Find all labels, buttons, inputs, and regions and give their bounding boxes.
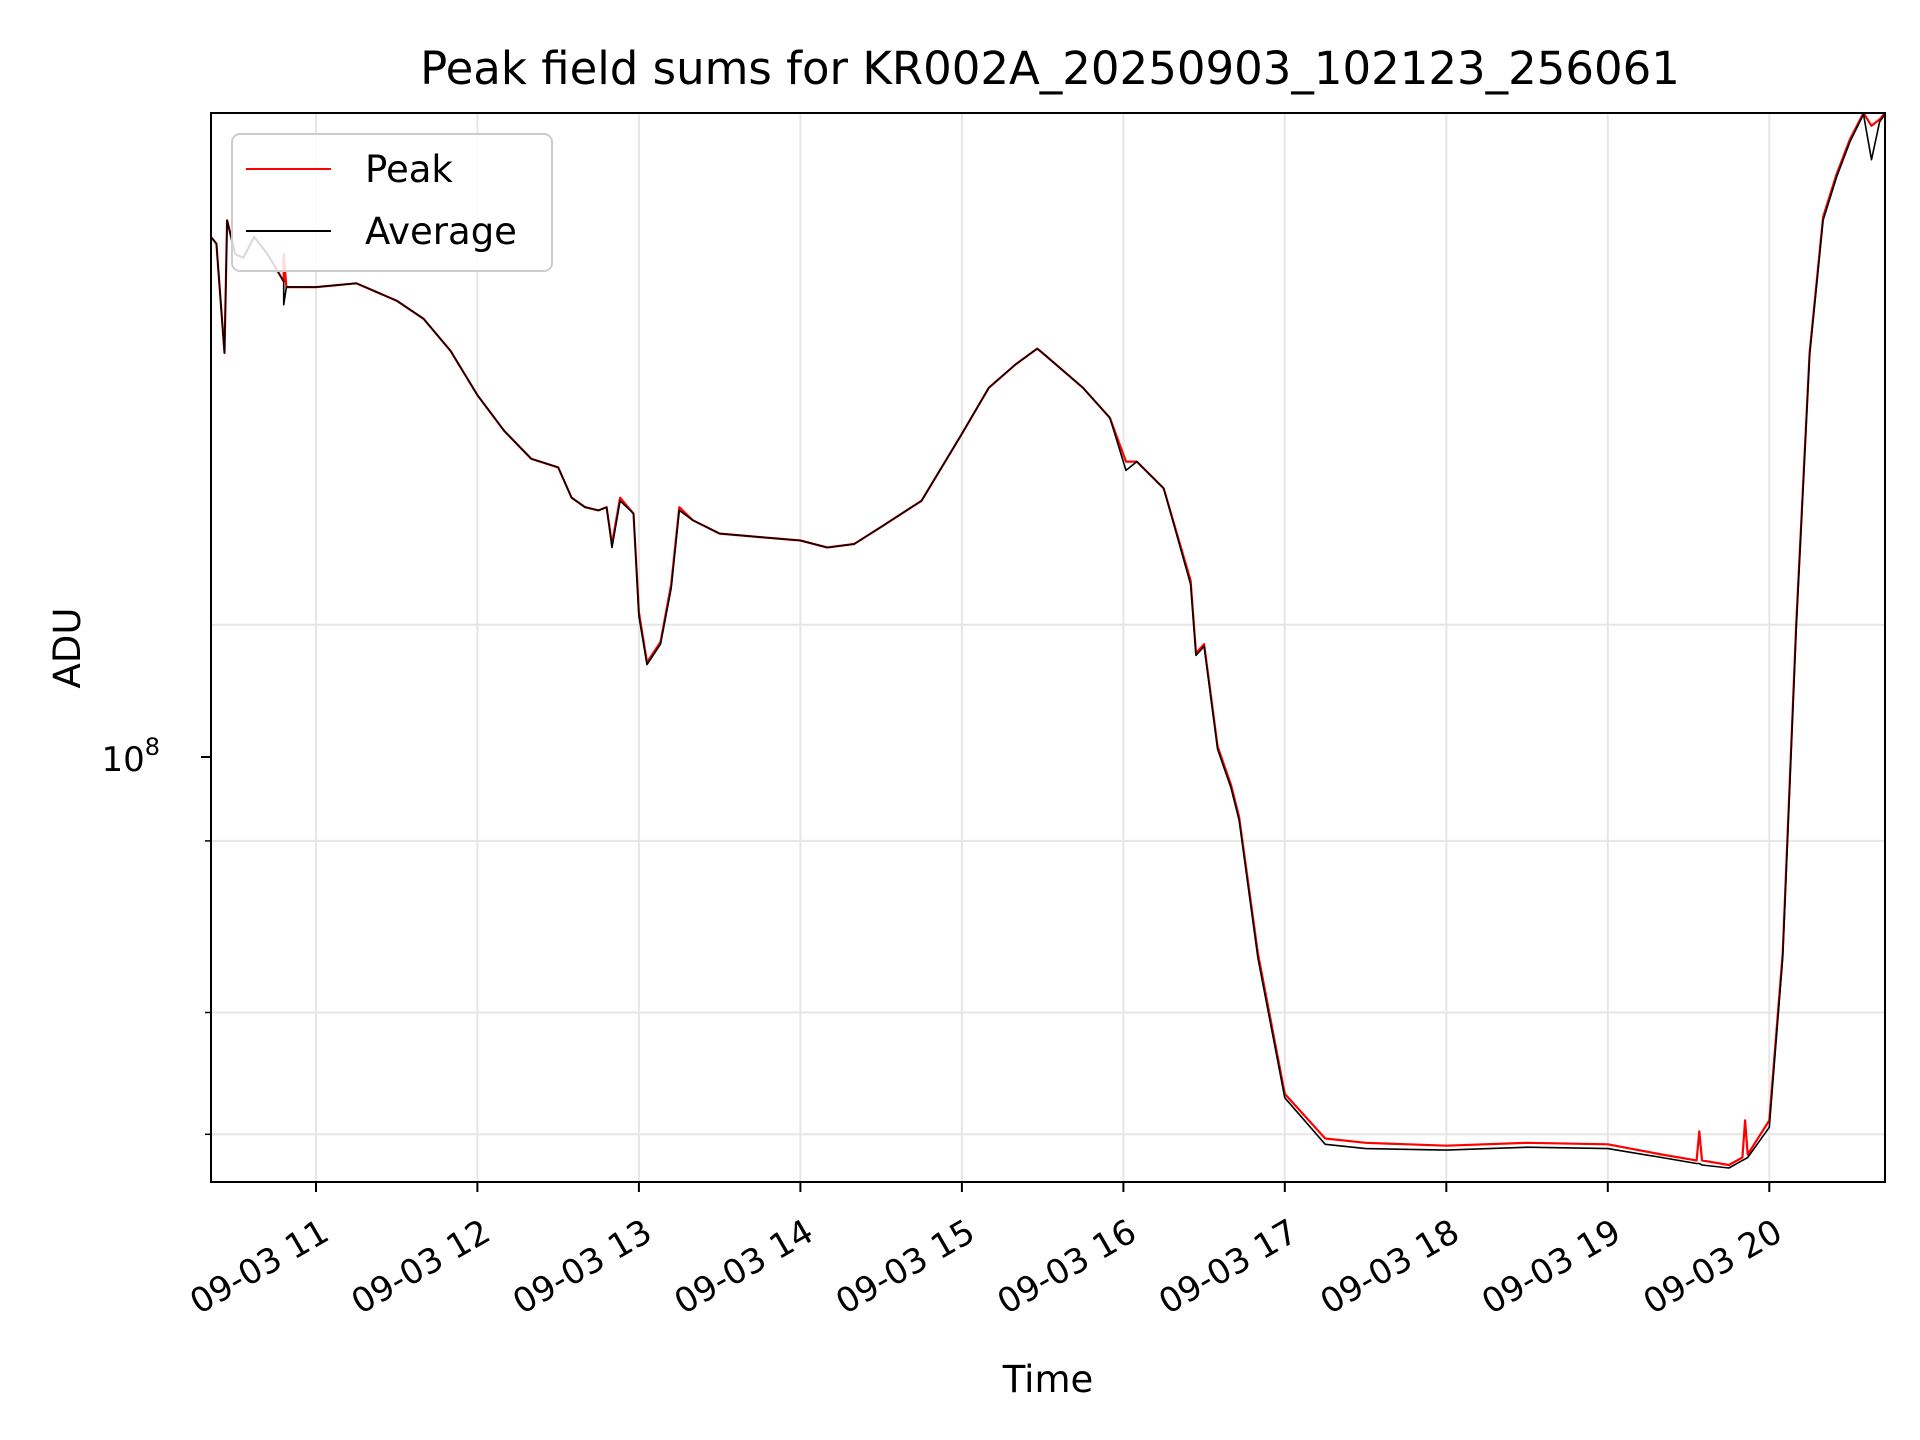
- legend: Peak Average: [231, 133, 553, 272]
- legend-label-average: Average: [365, 210, 517, 253]
- x-axis-label: Time: [1002, 1358, 1094, 1401]
- y-tick-base: 10: [101, 740, 144, 780]
- y-axis-label: ADU: [46, 608, 89, 689]
- y-tick-exponent: 8: [145, 733, 160, 761]
- plot-frame: [210, 112, 1886, 1183]
- chart-title: Peak field sums for KR002A_20250903_1021…: [420, 42, 1680, 95]
- series-line-average: [210, 113, 1886, 1169]
- y-axis: 108: [101, 733, 211, 1136]
- y-tick-label: 108: [101, 733, 160, 780]
- legend-label-peak: Peak: [365, 148, 453, 191]
- grid: [211, 113, 1885, 1182]
- series-lines: [210, 111, 1886, 1169]
